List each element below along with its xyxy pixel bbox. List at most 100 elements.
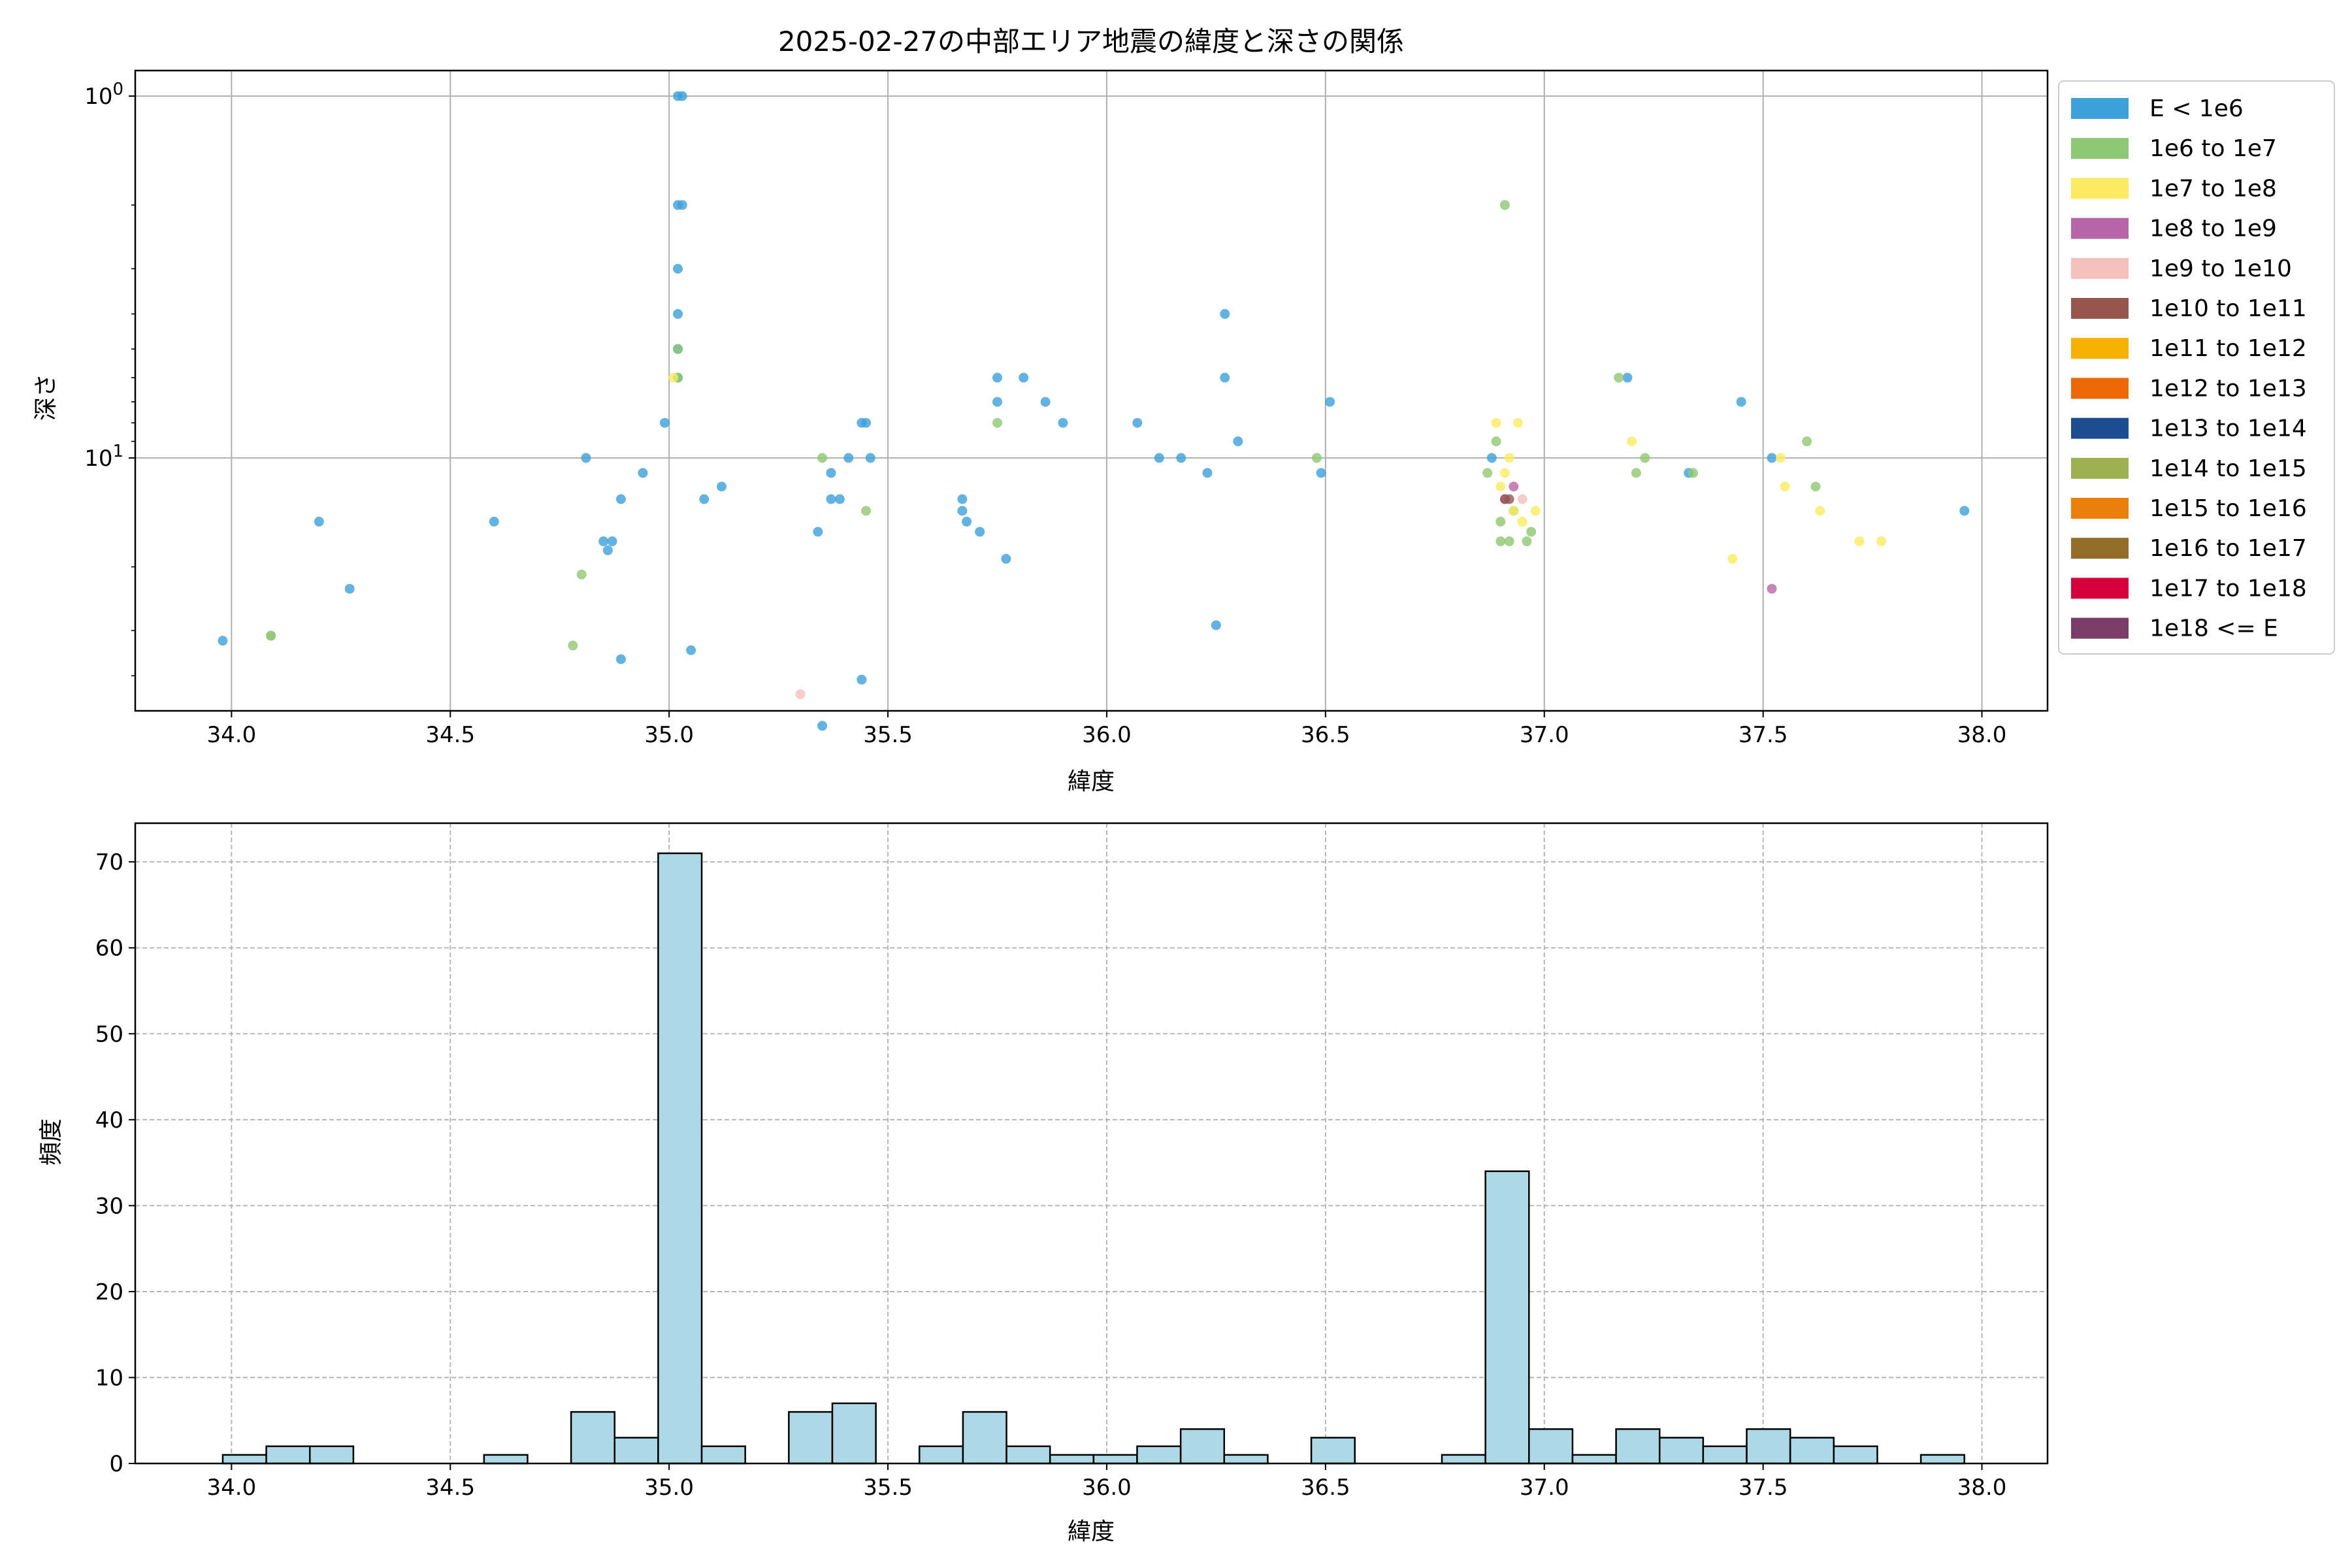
legend-swatch: [2071, 378, 2129, 399]
scatter-series: [266, 200, 1821, 651]
scatter-point: [673, 263, 683, 274]
histogram-x-tick-label: 38.0: [1957, 1475, 2007, 1501]
scatter-point: [218, 636, 228, 646]
scatter-point: [1202, 468, 1213, 478]
scatter-point: [673, 309, 683, 319]
legend-swatch: [2071, 298, 2129, 319]
histogram-plot: 34.0 34.5 35.0 35.5 36.0 36.5 37.0 37.5 38.0 0 10 2…: [95, 822, 2049, 1501]
histogram-bar: [1658, 1437, 1705, 1465]
legend: E < 1e6 1e6 to 1e7 1e7 to 1e8 1e8 to 1e9 1e9…: [2058, 80, 2335, 655]
scatter-point: [1517, 494, 1527, 504]
scatter-point: [699, 494, 710, 504]
scatter-point: [1504, 494, 1514, 504]
scatter-point: [826, 494, 836, 504]
scatter-point: [576, 569, 587, 580]
scatter-point: [677, 200, 687, 210]
legend-swatch: [2071, 457, 2129, 479]
scatter-point: [659, 417, 670, 428]
scatter-point: [266, 630, 276, 641]
scatter-point: [1509, 506, 1519, 516]
scatter-point: [686, 645, 696, 655]
scatter-point: [1622, 372, 1633, 383]
histogram-y-tick-label: 50: [95, 1021, 123, 1047]
legend-label: 1e6 to 1e7: [2149, 135, 2277, 162]
histogram-y-tick-label: 40: [95, 1107, 123, 1134]
histogram-x-tick-label: 36.5: [1301, 1475, 1350, 1501]
histogram-bar: [1310, 1437, 1356, 1465]
scatter-point: [1522, 536, 1532, 547]
histogram-bar: [613, 1437, 659, 1465]
histogram-bar: [1049, 1454, 1095, 1465]
histogram-x-tick-label: 37.0: [1520, 1475, 1569, 1501]
legend-swatch: [2071, 617, 2129, 639]
legend-label: 1e8 to 1e9: [2149, 216, 2277, 242]
scatter-point: [1775, 453, 1786, 463]
scatter-point: [615, 494, 626, 504]
scatter-y-tick-label: 100: [84, 80, 123, 110]
scatter-point: [992, 372, 1002, 383]
histogram-x-axis-label: 緯度: [1068, 1518, 1115, 1545]
scatter-point: [795, 689, 806, 700]
scatter-point: [1627, 436, 1637, 447]
histogram-bar: [1528, 1428, 1574, 1465]
scatter-point: [992, 397, 1002, 407]
scatter-point: [1211, 620, 1221, 630]
scatter-point: [489, 516, 499, 527]
scatter-point: [1513, 417, 1524, 428]
histogram-y-tick-label: 60: [95, 936, 123, 962]
scatter-point: [1220, 309, 1230, 319]
scatter-point: [1316, 468, 1326, 478]
scatter-point: [568, 640, 578, 651]
legend-label: 1e10 to 1e11: [2149, 295, 2307, 322]
scatter-point: [1491, 417, 1501, 428]
scatter-title: 2025-02-27の中部エリア地震の緯度と深さの関係: [778, 25, 1404, 57]
histogram-x-tick-label: 34.5: [425, 1475, 475, 1501]
scatter-point: [1810, 482, 1821, 492]
scatter-point: [975, 527, 985, 537]
scatter-point: [1504, 536, 1514, 547]
histogram-bar: [483, 1454, 529, 1465]
scatter-x-tick-label: 37.5: [1739, 722, 1788, 748]
scatter-point: [607, 536, 617, 547]
scatter-point: [1058, 417, 1068, 428]
scatter-point: [817, 453, 828, 463]
legend-label: 1e14 to 1e15: [2149, 455, 2307, 482]
scatter-point: [1815, 506, 1825, 516]
legend-label: 1e17 to 1e18: [2149, 575, 2307, 602]
scatter-point: [1767, 583, 1777, 594]
scatter-point: [1311, 453, 1322, 463]
histogram-bar: [1484, 1170, 1530, 1465]
histogram-bar: [1789, 1437, 1835, 1465]
scatter-point: [992, 417, 1002, 428]
scatter-series: [668, 372, 1886, 564]
scatter-point: [865, 453, 875, 463]
histogram-bar: [570, 1411, 616, 1465]
scatter-point: [1132, 417, 1143, 428]
scatter-point: [1001, 553, 1011, 564]
histogram-bar: [831, 1402, 877, 1465]
scatter-plot: 34.0 34.5 35.0 35.5 36.0 36.5 37.0 37.5 38.0 100 1…: [84, 69, 2049, 748]
scatter-point: [962, 516, 972, 527]
scatter-point: [1640, 453, 1650, 463]
scatter-point: [638, 468, 648, 478]
histogram-y-axis-label: 頻度: [38, 1119, 65, 1166]
legend-label: 1e15 to 1e16: [2149, 495, 2307, 522]
scatter-point: [668, 372, 679, 383]
histogram-bar: [308, 1445, 355, 1465]
scatter-point: [677, 91, 687, 101]
legend-swatch: [2071, 98, 2129, 119]
scatter-x-tick-label: 36.0: [1082, 722, 1132, 748]
scatter-point: [1040, 397, 1051, 407]
histogram-bar: [1615, 1428, 1661, 1465]
scatter-point: [1517, 516, 1527, 527]
scatter-point: [826, 468, 836, 478]
scatter-point: [1495, 536, 1506, 547]
scatter-point: [1802, 436, 1812, 447]
scatter-point: [957, 494, 968, 504]
scatter-point: [1154, 453, 1164, 463]
legend-label: 1e9 to 1e10: [2149, 255, 2292, 282]
scatter-point: [602, 545, 613, 555]
histogram-bar: [1919, 1454, 1965, 1465]
scatter-point: [1780, 482, 1790, 492]
